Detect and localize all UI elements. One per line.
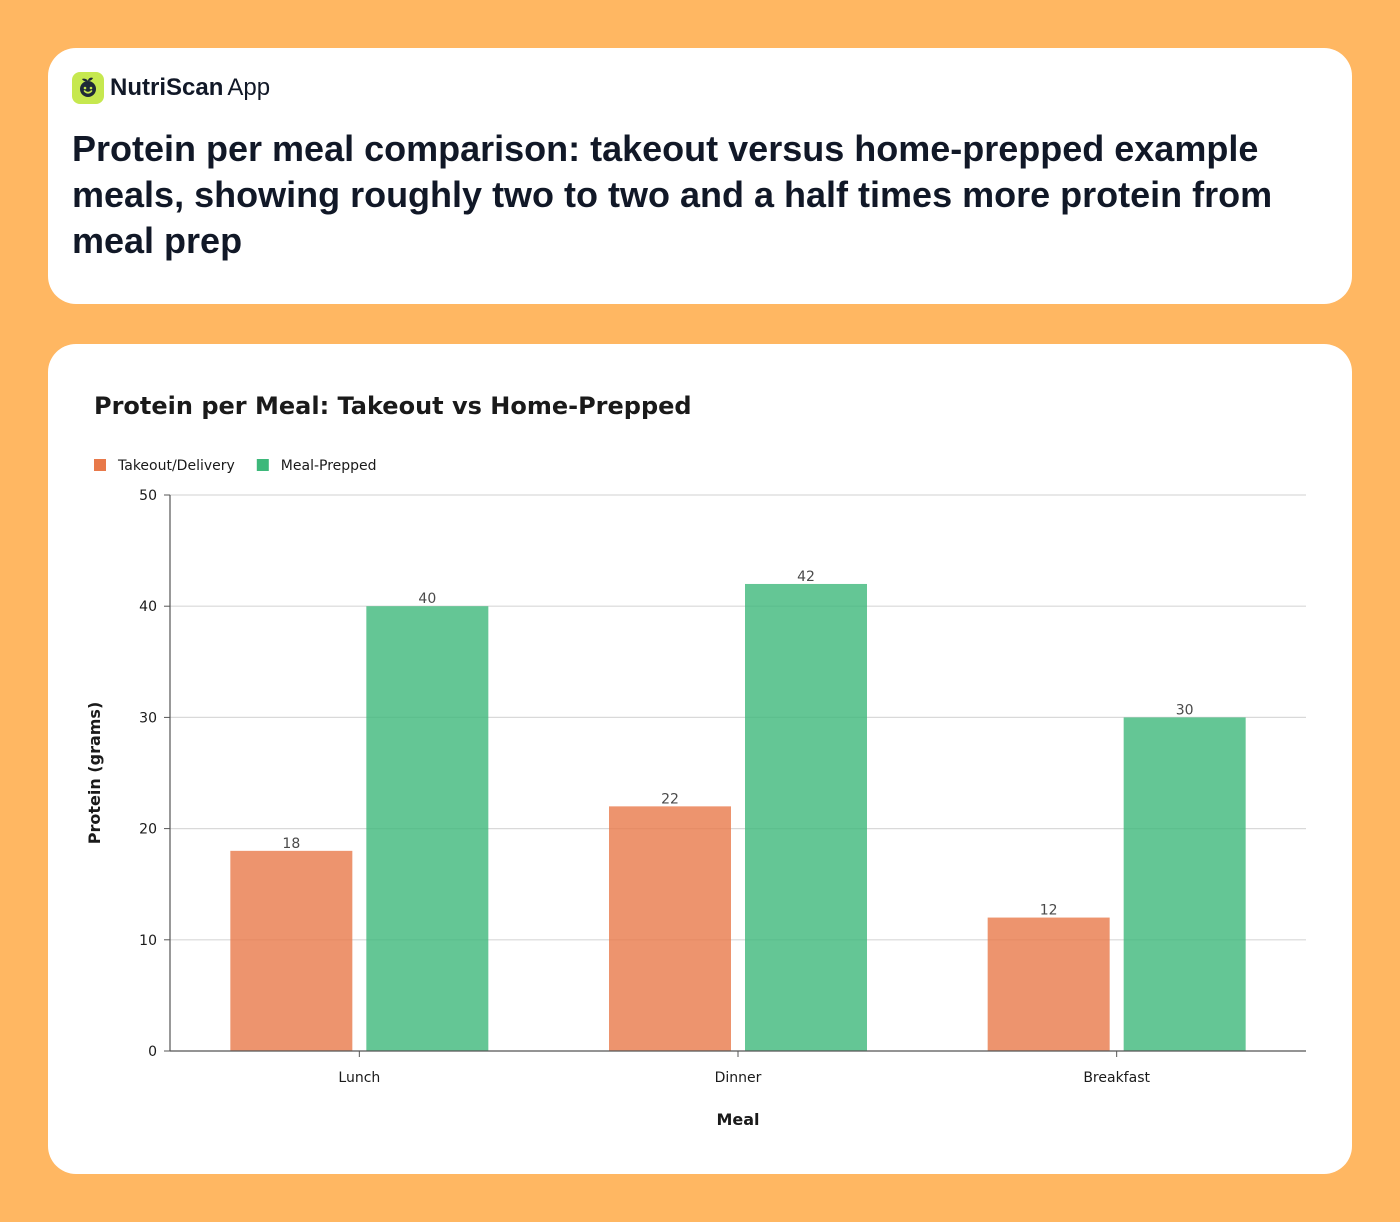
data-label: 40 — [418, 591, 436, 607]
header-card: NutriScan App Protein per meal comparison… — [48, 48, 1352, 304]
page-title: Protein per meal comparison: takeout ver… — [72, 128, 1273, 261]
x-axis-label: Meal — [716, 1110, 759, 1129]
bar — [230, 850, 353, 1051]
data-label: 22 — [661, 791, 679, 807]
chart-title: Protein per Meal: Takeout vs Home-Preppe… — [94, 392, 692, 420]
leaf-face-icon — [72, 72, 104, 104]
bar — [987, 917, 1110, 1051]
legend-item: Takeout/Delivery — [94, 458, 235, 474]
y-tick-label: 0 — [148, 1044, 157, 1060]
y-tick-label: 40 — [139, 599, 157, 615]
bars — [230, 583, 1246, 1051]
legend-item: Meal-Prepped — [256, 458, 377, 474]
legend-swatch — [256, 459, 269, 471]
y-tick-label: 20 — [139, 822, 157, 838]
bar-chart: Protein per Meal: Takeout vs Home-Preppe… — [85, 392, 1306, 1129]
bar — [366, 606, 489, 1051]
data-labels: 18 40 22 42 12 30 — [282, 569, 1193, 919]
x-tick-label: Dinner — [715, 1070, 762, 1086]
y-axis-label: Protein (grams) — [85, 702, 104, 845]
brand-suffix: App — [227, 74, 271, 101]
brand: NutriScan App — [72, 72, 270, 104]
legend: Takeout/Delivery Meal-Prepped — [94, 458, 377, 474]
x-tick-label: Breakfast — [1083, 1070, 1150, 1086]
data-label: 42 — [797, 569, 815, 585]
data-label: 30 — [1176, 702, 1194, 718]
brand-name: NutriScan — [110, 74, 224, 101]
axes: 0 10 20 30 40 50 Lunch Dinner Breakfast — [139, 488, 1306, 1086]
y-tick-label: 30 — [139, 710, 157, 726]
x-tick-label: Lunch — [338, 1070, 380, 1086]
grid — [170, 494, 1306, 941]
bar — [745, 583, 867, 1051]
y-tick-label: 10 — [139, 933, 157, 949]
y-tick-label: 50 — [139, 488, 157, 504]
data-label: 12 — [1040, 903, 1058, 919]
chart-card: Protein per Meal: Takeout vs Home-Preppe… — [48, 344, 1352, 1174]
bar — [609, 806, 731, 1051]
legend-label: Meal-Prepped — [281, 458, 377, 474]
bar — [1123, 717, 1246, 1051]
legend-swatch — [94, 459, 106, 471]
legend-label: Takeout/Delivery — [117, 458, 235, 474]
data-label: 18 — [282, 836, 300, 852]
